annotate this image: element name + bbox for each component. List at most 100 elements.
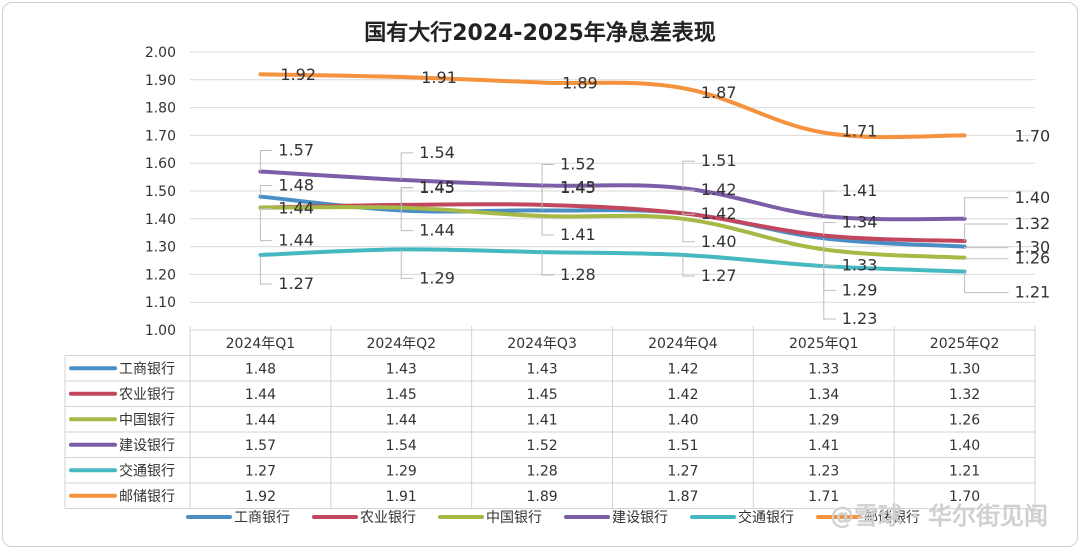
data-label: 1.42	[701, 204, 737, 223]
legend-entry: 工商银行	[234, 510, 290, 526]
table-row-label: 工商银行	[119, 362, 175, 378]
table-row-label: 农业银行	[119, 387, 175, 403]
data-label: 1.32	[1015, 214, 1051, 233]
table-cell: 1.28	[526, 464, 557, 480]
table-cell: 1.23	[808, 464, 839, 480]
table-cell: 1.32	[949, 387, 980, 403]
data-label: 1.54	[419, 143, 455, 162]
series-line	[258, 205, 967, 260]
legend-entry: 中国银行	[486, 510, 542, 526]
grid-layer	[189, 51, 1036, 331]
data-label: 1.43	[419, 177, 455, 196]
data-label: 1.41	[560, 225, 596, 244]
y-tick-label: 1.20	[145, 267, 176, 283]
data-label: 1.40	[701, 232, 737, 251]
y-tick-label: 1.80	[145, 101, 176, 117]
data-label: 1.57	[278, 141, 314, 160]
table-cell: 1.70	[949, 489, 980, 505]
table-cell: 1.51	[667, 438, 698, 454]
label-leader	[682, 213, 695, 215]
table-cell: 1.41	[808, 438, 839, 454]
data-label: 1.89	[562, 74, 598, 93]
legend-entry: 邮储银行	[864, 510, 920, 526]
table-cell: 1.43	[386, 362, 417, 378]
label-leader	[259, 207, 273, 210]
y-tick-label: 1.50	[145, 184, 176, 200]
legend-entry: 交通银行	[738, 509, 794, 526]
table-header-cell: 2025年Q1	[789, 336, 859, 352]
data-label: 1.27	[278, 274, 314, 293]
table-cell: 1.27	[245, 464, 276, 480]
table-cell: 1.40	[949, 438, 980, 454]
data-label: 1.23	[842, 309, 878, 328]
table-cell: 1.27	[667, 464, 698, 480]
data-label: 1.44	[278, 231, 314, 250]
label-leader	[541, 252, 555, 276]
y-tick-label: 1.70	[145, 128, 176, 144]
table-cell: 1.44	[245, 413, 276, 429]
table-cell: 1.29	[808, 413, 839, 429]
table-row-label: 交通银行	[119, 463, 175, 480]
table-cell: 1.87	[667, 489, 698, 505]
label-leader	[823, 266, 836, 320]
table-header-cell: 2024年Q2	[366, 336, 436, 352]
series-line	[258, 169, 967, 222]
y-tick-label: 1.90	[145, 73, 176, 89]
table-cell: 1.42	[667, 387, 698, 403]
table-cell: 1.92	[245, 489, 276, 505]
series-line	[258, 247, 967, 274]
table-cell: 1.43	[526, 362, 557, 378]
table-cell: 1.33	[808, 362, 839, 378]
label-leader	[823, 221, 836, 236]
data-label: 1.91	[421, 68, 457, 87]
data-label: 1.52	[560, 154, 596, 173]
label-leader	[823, 249, 836, 291]
label-leader	[964, 257, 1009, 260]
y-tick-label: 1.40	[145, 212, 176, 228]
table-row-label: 邮储银行	[119, 489, 175, 505]
data-label: 1.40	[1015, 188, 1051, 207]
table-cell: 1.26	[949, 413, 980, 429]
data-table: 2024年Q1 2024年Q2 2024年Q3 2024年Q4 2025年Q1 2025年…	[64, 329, 1036, 509]
label-leader	[682, 254, 695, 277]
table-cell: 1.44	[386, 413, 417, 429]
label-leader	[541, 216, 555, 236]
data-label: 1.42	[701, 180, 737, 199]
data-label: 1.34	[842, 212, 878, 231]
data-label: 1.21	[1015, 283, 1051, 302]
label-leader	[259, 185, 273, 197]
label-leader	[259, 207, 273, 242]
table-header-cell: 2024年Q4	[648, 336, 718, 352]
label-leader	[964, 271, 1009, 294]
table-cell: 1.52	[526, 438, 557, 454]
table-row-label: 中国银行	[119, 413, 175, 429]
legend: 工商银行 农业银行 中国银行 建设银行 交通银行 邮储银行	[186, 509, 920, 526]
series-line	[258, 72, 967, 140]
label-leader	[400, 187, 414, 205]
data-label: 1.87	[701, 83, 737, 102]
y-tick-label: 1.30	[145, 240, 176, 256]
label-leader	[541, 187, 555, 205]
legend-entry: 农业银行	[360, 510, 416, 526]
label-leader	[400, 249, 414, 279]
table-cell: 1.45	[526, 387, 557, 403]
data-label: 1.41	[842, 181, 878, 200]
series-layer	[258, 72, 967, 274]
label-leader	[400, 152, 414, 180]
data-label: 1.48	[278, 176, 314, 195]
table-cell: 1.21	[949, 464, 980, 480]
table-cell: 1.71	[808, 489, 839, 505]
label-leader	[682, 189, 695, 214]
table-cell: 1.41	[526, 413, 557, 429]
table-cell: 1.48	[245, 362, 276, 378]
data-label: 1.28	[560, 265, 596, 284]
data-label: 1.51	[701, 151, 737, 170]
table-cell: 1.44	[245, 387, 276, 403]
data-label: 1.33	[842, 255, 878, 274]
label-leader	[541, 163, 555, 186]
label-leader	[964, 246, 1009, 249]
table-row-label: 建设银行	[119, 438, 175, 454]
table-cell: 1.57	[245, 438, 276, 454]
table-cell: 1.30	[949, 362, 980, 378]
table-cell: 1.91	[386, 489, 417, 505]
